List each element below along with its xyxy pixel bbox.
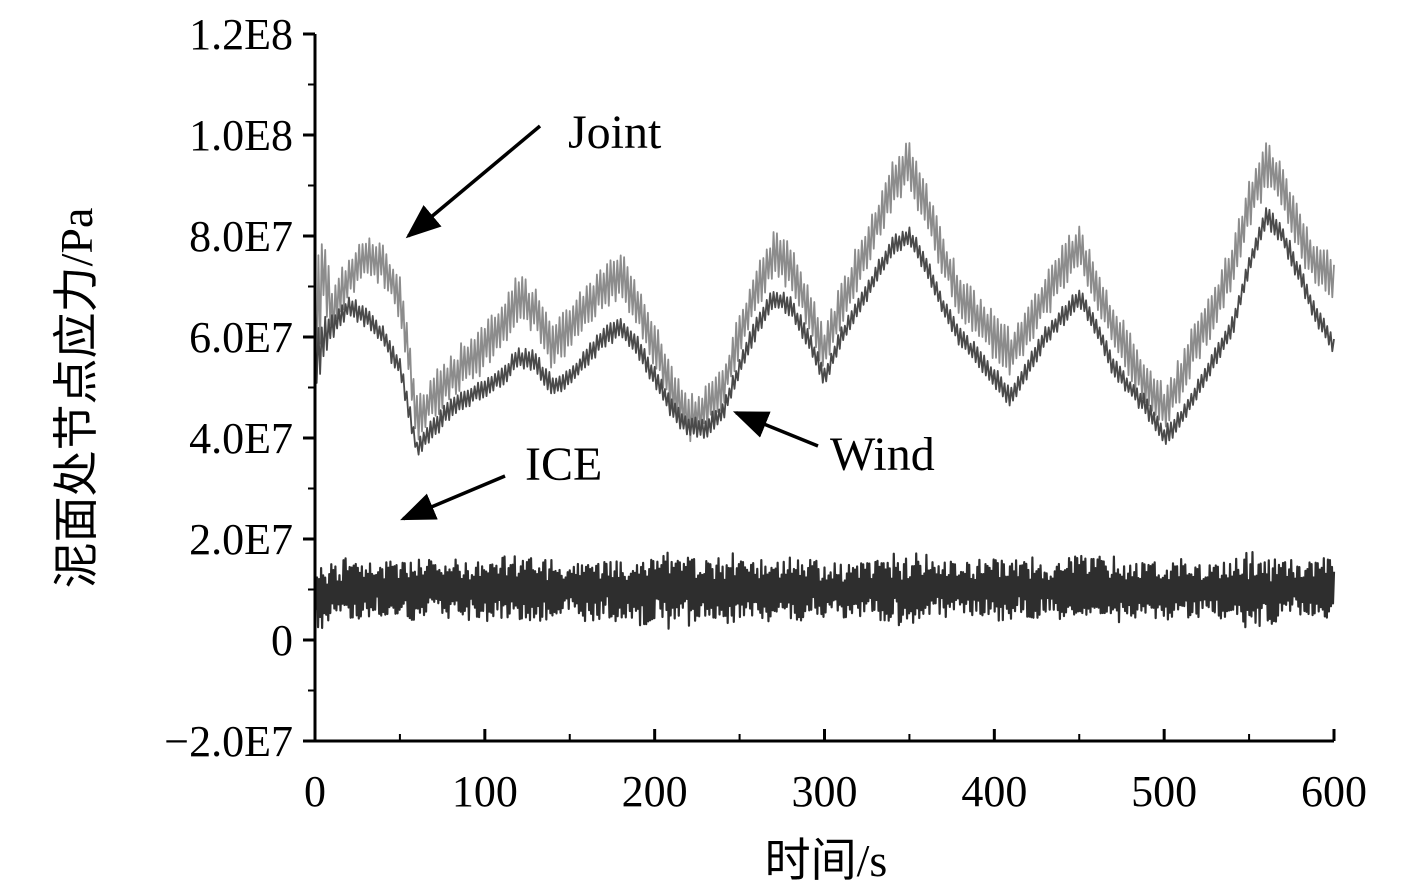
annotation-arrow-ice [400, 474, 506, 521]
x-tick-label: 500 [1131, 767, 1197, 816]
axes-layer [313, 34, 1334, 743]
y-tick-label: 2.0E7 [189, 515, 293, 564]
x-axis-title: 时间/s [765, 835, 888, 886]
series-line-joint [314, 142, 1335, 443]
y-tick-label: 1.2E8 [189, 10, 293, 59]
y-axis-title: 泥面处节点应力/Pa [51, 208, 102, 589]
y-tick-label: 8.0E7 [189, 212, 293, 261]
y-tick-label: 0 [271, 616, 293, 665]
series-line-ice [313, 551, 1336, 630]
x-tick-label: 400 [961, 767, 1027, 816]
ticks-layer: 0 100 200 300 400 500 600−2.0E702.0E74.0E76.0E… [164, 10, 1367, 816]
annotation-label-ice: ICE [525, 438, 602, 491]
series-layer [313, 142, 1336, 630]
y-tick-label: 4.0E7 [189, 414, 293, 463]
x-tick-label: 300 [792, 767, 858, 816]
annotation-arrow-wind [732, 411, 819, 448]
x-tick-label: 100 [452, 767, 518, 816]
y-tick-label: −2.0E7 [164, 717, 293, 766]
x-tick-label: 0 [304, 767, 326, 816]
x-tick-label: 200 [622, 767, 688, 816]
annotation-label-wind: Wind [830, 428, 935, 481]
y-tick-label: 1.0E8 [189, 111, 293, 160]
y-tick-label: 6.0E7 [189, 313, 293, 362]
annotation-label-joint: Joint [568, 106, 662, 159]
series-line-wind [314, 207, 1335, 456]
x-tick-label: 600 [1301, 767, 1367, 816]
annotation-arrow-joint [405, 124, 542, 239]
annotations-layer: Joint Wind ICE [400, 106, 935, 521]
